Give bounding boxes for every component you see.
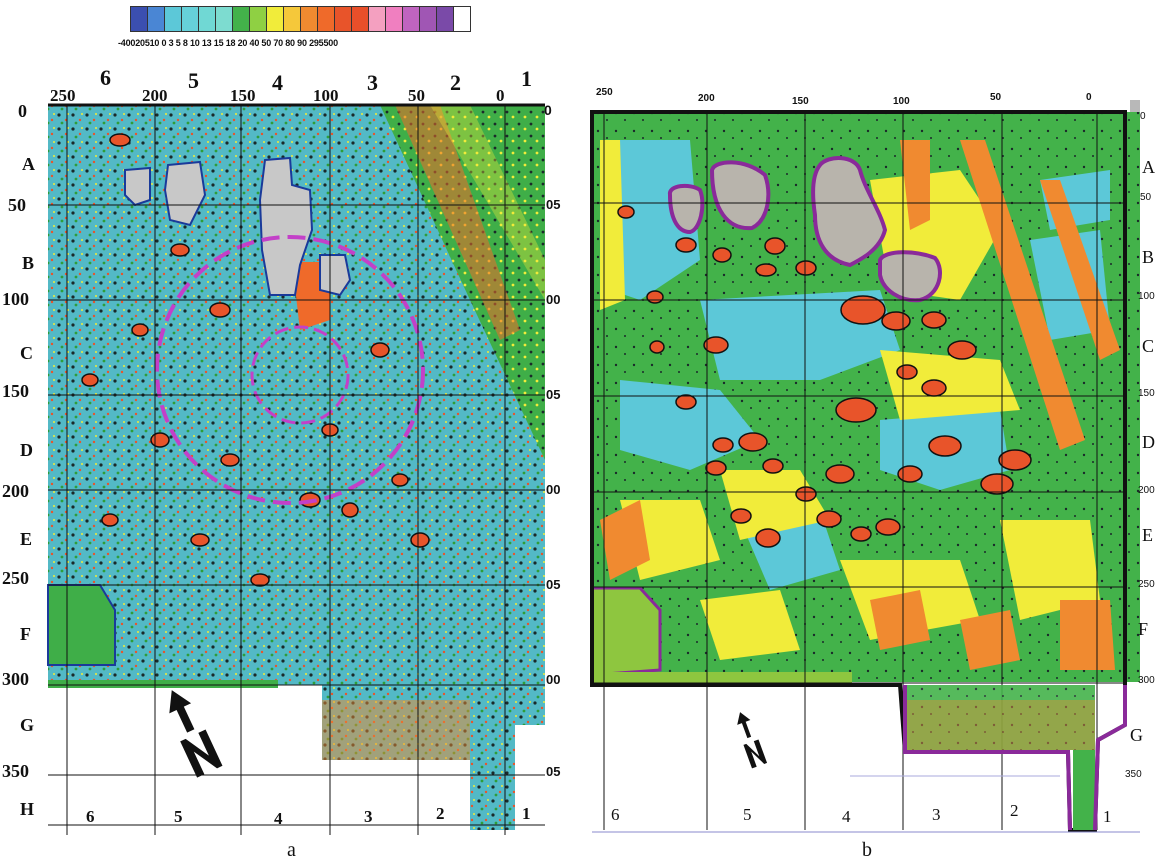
map-a-top-zone-2: 2 <box>450 70 461 95</box>
legend-swatch <box>352 7 369 31</box>
map-a-row-250: 250 <box>2 568 29 588</box>
legend-swatch <box>437 7 454 31</box>
map-a-row-350: 350 <box>2 761 29 781</box>
legend-swatch <box>216 7 233 31</box>
map-a-bottom-zone-5: 5 <box>174 807 183 826</box>
map-a-row-E: E <box>20 529 33 549</box>
map-a-row-D: D <box>20 440 33 460</box>
map-a-row-H: H <box>20 799 35 819</box>
legend-swatch <box>233 7 250 31</box>
map-b-survey-map <box>590 100 1140 833</box>
map-a-top-number-0: 0 <box>496 86 505 105</box>
map-b-bottom-zone-6: 6 <box>611 805 620 824</box>
map-a-top-zone-5: 5 <box>188 68 199 93</box>
map-b-right-number-50: 50 <box>1140 192 1152 203</box>
map-a-right-scale-4: 00 <box>546 482 561 497</box>
map-b-row-A: A <box>1142 157 1155 177</box>
map-a-top-number-150: 150 <box>230 86 256 105</box>
map-a-bottom-zone-3: 3 <box>364 807 373 826</box>
legend-swatch <box>250 7 267 31</box>
map-a-top-zone-1: 1 <box>521 66 532 91</box>
map-a-right-scale-2: 00 <box>546 292 561 307</box>
map-a-top-zone-6: 6 <box>100 65 111 90</box>
legend-swatch <box>148 7 165 31</box>
map-a-top-number-50: 50 <box>408 86 425 105</box>
map-b-right-number-150: 150 <box>1138 388 1155 399</box>
map-b-bottom-zone-1: 1 <box>1103 807 1112 826</box>
map-a-right-scale-7: 05 <box>546 764 561 779</box>
map-a-top-number-250: 250 <box>50 86 76 105</box>
map-b-row-F: F <box>1138 619 1149 639</box>
legend-swatch <box>403 7 420 31</box>
map-a-bottom-zone-1: 1 <box>522 804 531 823</box>
legend-swatch <box>318 7 335 31</box>
map-b-right-number-300: 300 <box>1138 675 1155 686</box>
map-b-row-G: G <box>1130 725 1143 745</box>
map-a-bottom-zone-6: 6 <box>86 807 95 826</box>
map-a-top-zone-3: 3 <box>367 70 378 95</box>
map-b-right-number-350: 350 <box>1125 769 1142 780</box>
legend-swatch <box>301 7 318 31</box>
map-a-right-scale-0: 0 <box>544 102 552 118</box>
legend-swatch <box>199 7 216 31</box>
legend-swatch <box>420 7 437 31</box>
map-a-right-scale-3: 05 <box>546 387 561 402</box>
map-b-caption: b <box>862 839 872 861</box>
map-a-caption: a <box>287 839 296 861</box>
map-b-bottom-zone-5: 5 <box>743 805 752 824</box>
map-b-row-B: B <box>1142 247 1155 267</box>
map-a-row-G: G <box>20 715 35 735</box>
map-b-row-C: C <box>1142 336 1155 356</box>
map-b-right-number-100: 100 <box>1138 291 1155 302</box>
legend-swatch <box>369 7 386 31</box>
legend-swatch <box>182 7 199 31</box>
map-b-top-number-0: 0 <box>1086 92 1092 103</box>
map-a-right-scale-6: 00 <box>546 672 561 687</box>
map-a-row-150: 150 <box>2 381 29 401</box>
map-b-right-number-250: 250 <box>1138 579 1155 590</box>
legend-swatch <box>454 7 470 31</box>
legend-swatch <box>335 7 352 31</box>
map-a-row-100: 100 <box>2 289 29 309</box>
map-b-row-D: D <box>1142 432 1155 452</box>
map-a-row-200: 200 <box>2 481 29 501</box>
map-a-row-A: A <box>22 154 35 174</box>
map-b-row-E: E <box>1142 525 1153 545</box>
map-a-right-scale-1: 05 <box>546 197 561 212</box>
legend-swatch <box>267 7 284 31</box>
legend-swatch <box>284 7 301 31</box>
map-a-right-scale-5: 05 <box>546 577 561 592</box>
map-a-row-B: B <box>22 253 35 273</box>
map-b-right-number-200: 200 <box>1138 485 1155 496</box>
legend-swatch <box>386 7 403 31</box>
map-a-survey-map <box>47 103 545 835</box>
map-a-top-zone-4: 4 <box>272 70 283 95</box>
legend-swatch <box>131 7 148 31</box>
map-a-bottom-zone-2: 2 <box>436 804 445 823</box>
map-a-row-C: C <box>20 343 33 363</box>
map-b-top-number-250: 250 <box>596 87 613 98</box>
map-b-top-number-150: 150 <box>792 96 809 107</box>
map-b-top-number-200: 200 <box>698 93 715 104</box>
map-a-row-300: 300 <box>2 669 29 689</box>
map-a-row-50: 50 <box>8 195 26 215</box>
map-b-bottom-zone-2: 2 <box>1010 801 1019 820</box>
map-b-right-number-0: 0 <box>1140 111 1146 122</box>
map-b-top-number-50: 50 <box>990 92 1002 103</box>
map-b-bottom-zone-3: 3 <box>932 805 941 824</box>
map-a-row-0: 0 <box>18 101 27 121</box>
map-a-bottom-zone-4: 4 <box>274 809 283 828</box>
map-a-top-number-100: 100 <box>313 86 339 105</box>
color-scale-labels: -40020510 0 3 5 8 10 13 15 18 20 40 50 7… <box>118 38 338 48</box>
legend-swatch <box>165 7 182 31</box>
map-b-top-number-100: 100 <box>893 96 910 107</box>
map-a-top-number-200: 200 <box>142 86 168 105</box>
color-scale-legend <box>130 6 471 32</box>
map-a-row-F: F <box>20 624 31 644</box>
map-b-bottom-zone-4: 4 <box>842 807 851 826</box>
